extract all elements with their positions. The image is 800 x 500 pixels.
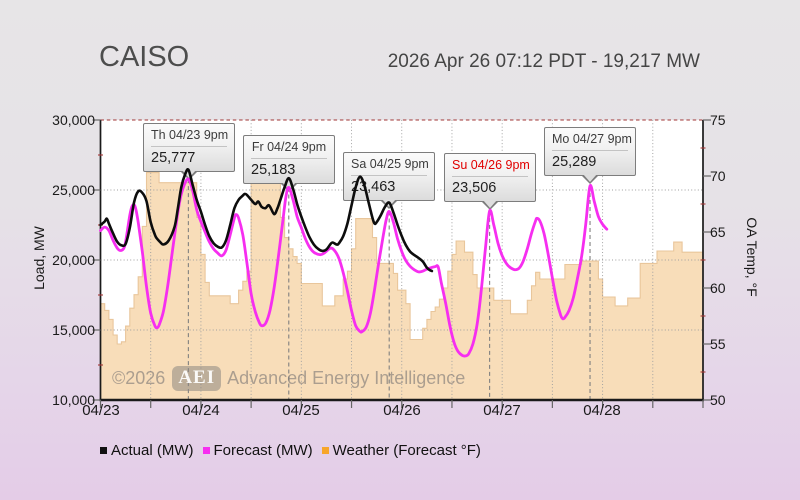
timestamp-current-load: 2026 Apr 26 07:12 PDT - 19,217 MW — [387, 51, 700, 72]
legend-label: Actual (MW) — [111, 442, 194, 459]
callout-value: 25,289 — [552, 154, 597, 170]
y-left-tick-label: 30,000 — [52, 112, 95, 128]
y-right-tick-label: 65 — [710, 224, 726, 240]
peak-callout-sat[interactable]: Sa 04/25 9pm 23,463 — [343, 152, 435, 201]
x-tick-label: 04/27 — [483, 402, 521, 419]
peak-callout-mon[interactable]: Mo 04/27 9pm 25,289 — [544, 127, 636, 176]
callout-date: Fr 04/24 9pm — [251, 140, 327, 159]
callout-value: 23,463 — [351, 179, 396, 195]
weather-swatch — [321, 447, 329, 454]
peak-callout-thu[interactable]: Th 04/23 9pm 25,777 — [143, 123, 235, 172]
page-title: CAISO — [99, 41, 190, 73]
y-left-tick-label: 20,000 — [52, 252, 95, 268]
watermark-logo-badge: AEI — [172, 365, 222, 391]
legend: Actual (MW) Forecast (MW) Weather (Forec… — [100, 442, 490, 459]
y-left-tick-label: 25,000 — [52, 182, 95, 198]
legend-item-weather[interactable]: Weather (Forecast °F) — [321, 442, 481, 459]
callout-date: Th 04/23 9pm — [151, 128, 228, 147]
callout-date: Sa 04/25 9pm — [351, 157, 429, 176]
y-right-tick-label: 50 — [710, 392, 726, 408]
peak-callout-fri[interactable]: Fr 04/24 9pm 25,183 — [243, 135, 335, 184]
x-tick-label: 04/24 — [182, 402, 220, 419]
x-tick-label: 04/25 — [282, 402, 320, 419]
y-right-axis-title: OA Temp, °F — [744, 217, 760, 297]
y-right-tick-label: 75 — [710, 112, 726, 128]
callout-value: 25,183 — [251, 162, 296, 178]
callout-date: Su 04/26 9pm — [452, 158, 530, 177]
callout-date: Mo 04/27 9pm — [552, 132, 632, 151]
y-right-tick-label: 60 — [710, 280, 726, 296]
legend-label: Weather (Forecast °F) — [332, 442, 481, 459]
callout-value: 25,777 — [151, 150, 196, 166]
watermark-copyright: ©2026 — [112, 367, 166, 388]
x-tick-label: 04/23 — [82, 402, 120, 419]
y-left-tick-label: 10,000 — [52, 392, 95, 408]
legend-label: Forecast (MW) — [213, 442, 313, 459]
callout-value: 23,506 — [452, 180, 497, 196]
y-left-tick-label: 15,000 — [52, 322, 95, 338]
forecast-swatch — [202, 447, 210, 454]
legend-item-actual[interactable]: Actual (MW) — [100, 442, 194, 459]
legend-item-forecast[interactable]: Forecast (MW) — [202, 442, 313, 459]
x-tick-label: 04/28 — [583, 402, 621, 419]
y-right-tick-label: 70 — [710, 168, 726, 184]
peak-callout-sun-today[interactable]: Su 04/26 9pm 23,506 — [444, 153, 536, 202]
y-right-tick-label: 55 — [710, 336, 726, 352]
watermark-company-name: Advanced Energy Intelligence — [227, 367, 466, 388]
x-tick-label: 04/26 — [383, 402, 421, 419]
y-left-axis-title: Load, MW — [31, 226, 47, 290]
watermark: ©2026 AEI Advanced Energy Intelligence — [112, 365, 465, 391]
actual-swatch — [100, 447, 107, 454]
